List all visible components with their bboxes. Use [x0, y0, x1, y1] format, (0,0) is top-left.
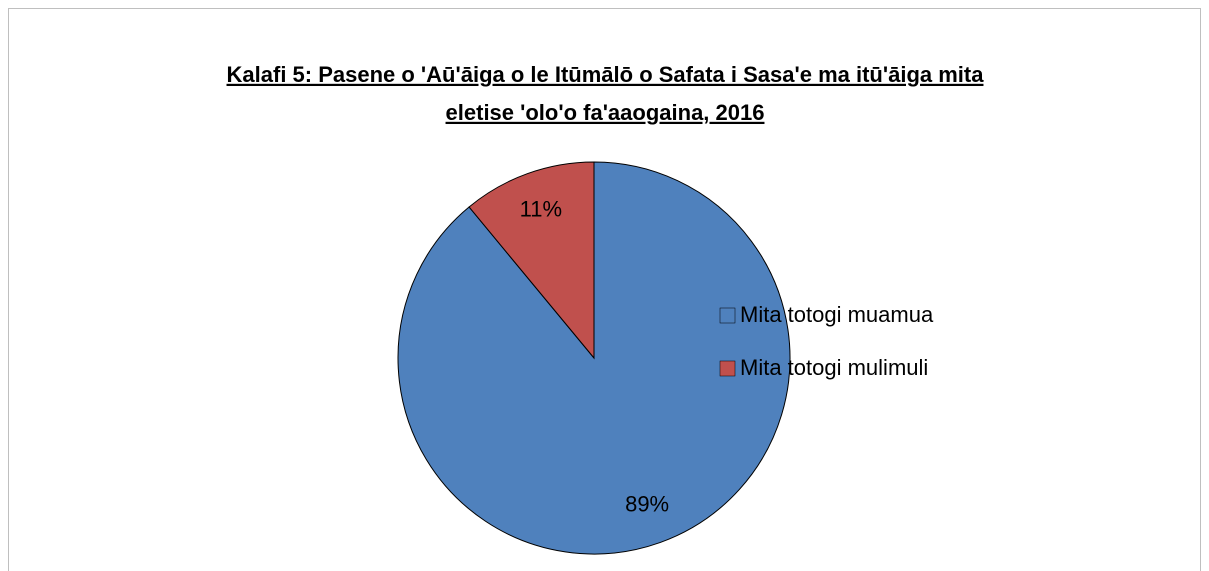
legend-label: Mita totogi mulimuli	[740, 355, 928, 380]
legend-swatch	[719, 307, 736, 324]
legend-label: Mita totogi muamua	[740, 302, 934, 327]
chart-border	[8, 8, 1201, 571]
data-label: 89%	[625, 491, 669, 516]
chart-title: Kalafi 5: Pasene o 'Aū'āiga o le Itūmālō…	[227, 62, 985, 87]
legend-swatch	[719, 360, 736, 377]
chart-title: eletise 'olo'o fa'aaogaina, 2016	[446, 100, 765, 125]
pie-slice	[468, 161, 595, 360]
data-label: 11%	[520, 196, 562, 221]
